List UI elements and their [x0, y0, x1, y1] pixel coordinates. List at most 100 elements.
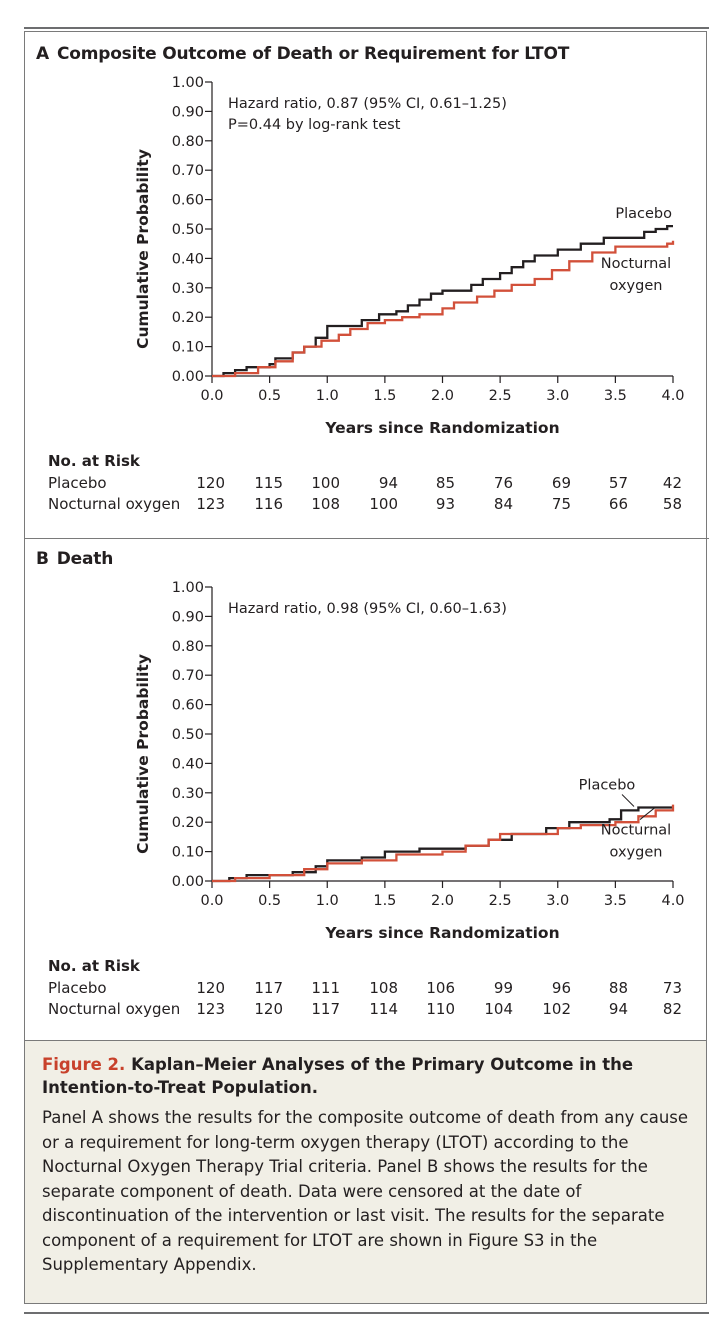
risk-count: 100: [311, 474, 340, 492]
y-tick-label: 0.20: [172, 310, 204, 326]
risk-count: 66: [608, 495, 628, 513]
hazard-ratio-annotation: Hazard ratio, 0.98 (95% CI, 0.60–1.63): [228, 601, 507, 617]
panel-b-chart: 0.00 0.10 0.20 0.30 0.40 0.50 0.60 0.70 0.80 0.90…: [134, 580, 685, 942]
placebo-series-label: Placebo: [579, 778, 636, 794]
risk-count: 76: [493, 474, 513, 492]
risk-row-label: Nocturnal oxygen: [48, 495, 181, 513]
panel-a-chart: 0.00 0.10 0.20 0.30 0.40 0.50 0.60 0.70 0.80 0.90…: [134, 75, 685, 437]
x-tick-label: 4.0: [661, 388, 684, 404]
nocturnal-oxygen-series-label: Nocturnal: [601, 256, 671, 272]
y-tick-label: 0.50: [172, 222, 204, 238]
y-tick-label: 0.20: [172, 815, 204, 831]
placebo-leader-line: [621, 794, 635, 807]
risk-count: 93: [435, 495, 455, 513]
risk-count: 88: [608, 979, 628, 997]
placebo-curve: [212, 806, 673, 883]
panel-b-risk-heading: No. at Risk: [48, 957, 140, 975]
y-tick-label: 0.70: [172, 163, 204, 179]
x-tick-label: 0.5: [258, 388, 281, 404]
y-tick-label: 0.60: [172, 193, 204, 209]
risk-count: 73: [662, 979, 682, 997]
caption-title-text: Kaplan–Meier Analyses of the Primary Out…: [42, 1055, 634, 1097]
risk-count: 42: [662, 474, 682, 492]
risk-count: 111: [311, 979, 340, 997]
x-tick-label: 1.5: [373, 388, 396, 404]
risk-row-label: Placebo: [48, 979, 107, 997]
caption-figure-label: Figure 2.: [42, 1055, 126, 1074]
panel-b-risk-row-placebo: Placebo 120 117 111 108 106 99 96 88 73: [48, 979, 698, 999]
y-tick-label: 0.10: [172, 845, 204, 861]
x-tick-label: 2.0: [431, 893, 454, 909]
hazard-ratio-annotation: Hazard ratio, 0.87 (95% CI, 0.61–1.25): [228, 96, 507, 112]
risk-count: 82: [662, 1000, 682, 1018]
x-axis-label: Years since Randomization: [324, 924, 559, 942]
risk-count: 117: [254, 979, 283, 997]
y-tick-label: 0.40: [172, 251, 204, 267]
y-tick-label: 0.00: [172, 369, 204, 385]
panel-a-risk-heading: No. at Risk: [48, 452, 140, 470]
risk-count: 84: [493, 495, 513, 513]
panel-b-risk-row-nocturnal: Nocturnal oxygen 123 120 117 114 110 104 102 94 8…: [48, 1000, 698, 1020]
y-tick-label: 0.90: [172, 609, 204, 625]
panel-b-letter: B: [36, 549, 49, 569]
y-tick-label: 0.60: [172, 698, 204, 714]
nocturnal-oxygen-series-label: oxygen: [610, 845, 663, 861]
placebo-series-label: Placebo: [615, 206, 672, 222]
x-tick-label: 1.5: [373, 893, 396, 909]
panel-divider: [24, 538, 709, 539]
risk-count: 106: [426, 979, 455, 997]
risk-count: 108: [369, 979, 398, 997]
risk-count: 75: [551, 495, 571, 513]
y-tick-label: 0.80: [172, 639, 204, 655]
x-tick-label: 3.5: [604, 893, 627, 909]
y-tick-label: 0.50: [172, 727, 204, 743]
risk-count: 120: [196, 979, 225, 997]
bottom-rule: [24, 1312, 709, 1314]
panel-a-letter: A: [36, 44, 49, 64]
risk-count: 104: [484, 1000, 513, 1018]
x-tick-label: 0.0: [200, 388, 223, 404]
risk-row-label: Nocturnal oxygen: [48, 1000, 181, 1018]
risk-count: 102: [542, 1000, 571, 1018]
y-tick-label: 0.80: [172, 134, 204, 150]
x-tick-label: 3.5: [604, 388, 627, 404]
panel-a-risk-row-placebo: Placebo 120 115 100 94 85 76 69 57 42: [48, 474, 698, 494]
risk-count: 99: [493, 979, 513, 997]
placebo-curve: [212, 224, 673, 378]
x-tick-label: 0.0: [200, 893, 223, 909]
risk-count: 96: [551, 979, 571, 997]
caption-box: [25, 1040, 706, 1303]
y-axis-label: Cumulative Probability: [134, 149, 152, 349]
nocturnal-oxygen-series-label: Nocturnal: [601, 823, 671, 839]
risk-count: 94: [378, 474, 398, 492]
x-tick-label: 2.0: [431, 388, 454, 404]
panel-a-title-text: Composite Outcome of Death or Requiremen…: [56, 44, 570, 64]
y-tick-label: 0.30: [172, 786, 204, 802]
caption-body: Panel A shows the results for the compos…: [42, 1108, 689, 1274]
y-tick-label: 1.00: [172, 75, 204, 91]
x-axis-label: Years since Randomization: [324, 419, 559, 437]
x-tick-label: 1.0: [316, 388, 339, 404]
risk-row-label: Placebo: [48, 474, 107, 492]
risk-count: 108: [311, 495, 340, 513]
x-tick-label: 4.0: [661, 893, 684, 909]
nocturnal-oxygen-curve: [212, 240, 675, 378]
x-tick-label: 3.0: [546, 893, 569, 909]
y-tick-label: 0.30: [172, 281, 204, 297]
risk-count: 114: [369, 1000, 398, 1018]
risk-count: 57: [608, 474, 628, 492]
top-rule: [24, 27, 709, 29]
panel-b-title: B Death: [36, 549, 113, 569]
y-tick-label: 1.00: [172, 580, 204, 596]
y-tick-label: 0.40: [172, 756, 204, 772]
x-tick-label: 2.5: [489, 893, 512, 909]
hazard-ratio-annotation: P=0.44 by log-rank test: [228, 117, 401, 133]
risk-count: 58: [662, 495, 682, 513]
risk-count: 116: [254, 495, 283, 513]
caption-title: Figure 2. Kaplan–Meier Analyses of the P…: [42, 1053, 692, 1099]
x-tick-label: 0.5: [258, 893, 281, 909]
risk-count: 69: [551, 474, 571, 492]
risk-count: 123: [196, 495, 225, 513]
y-tick-label: 0.00: [172, 874, 204, 890]
panel-b-title-text: Death: [56, 549, 114, 569]
